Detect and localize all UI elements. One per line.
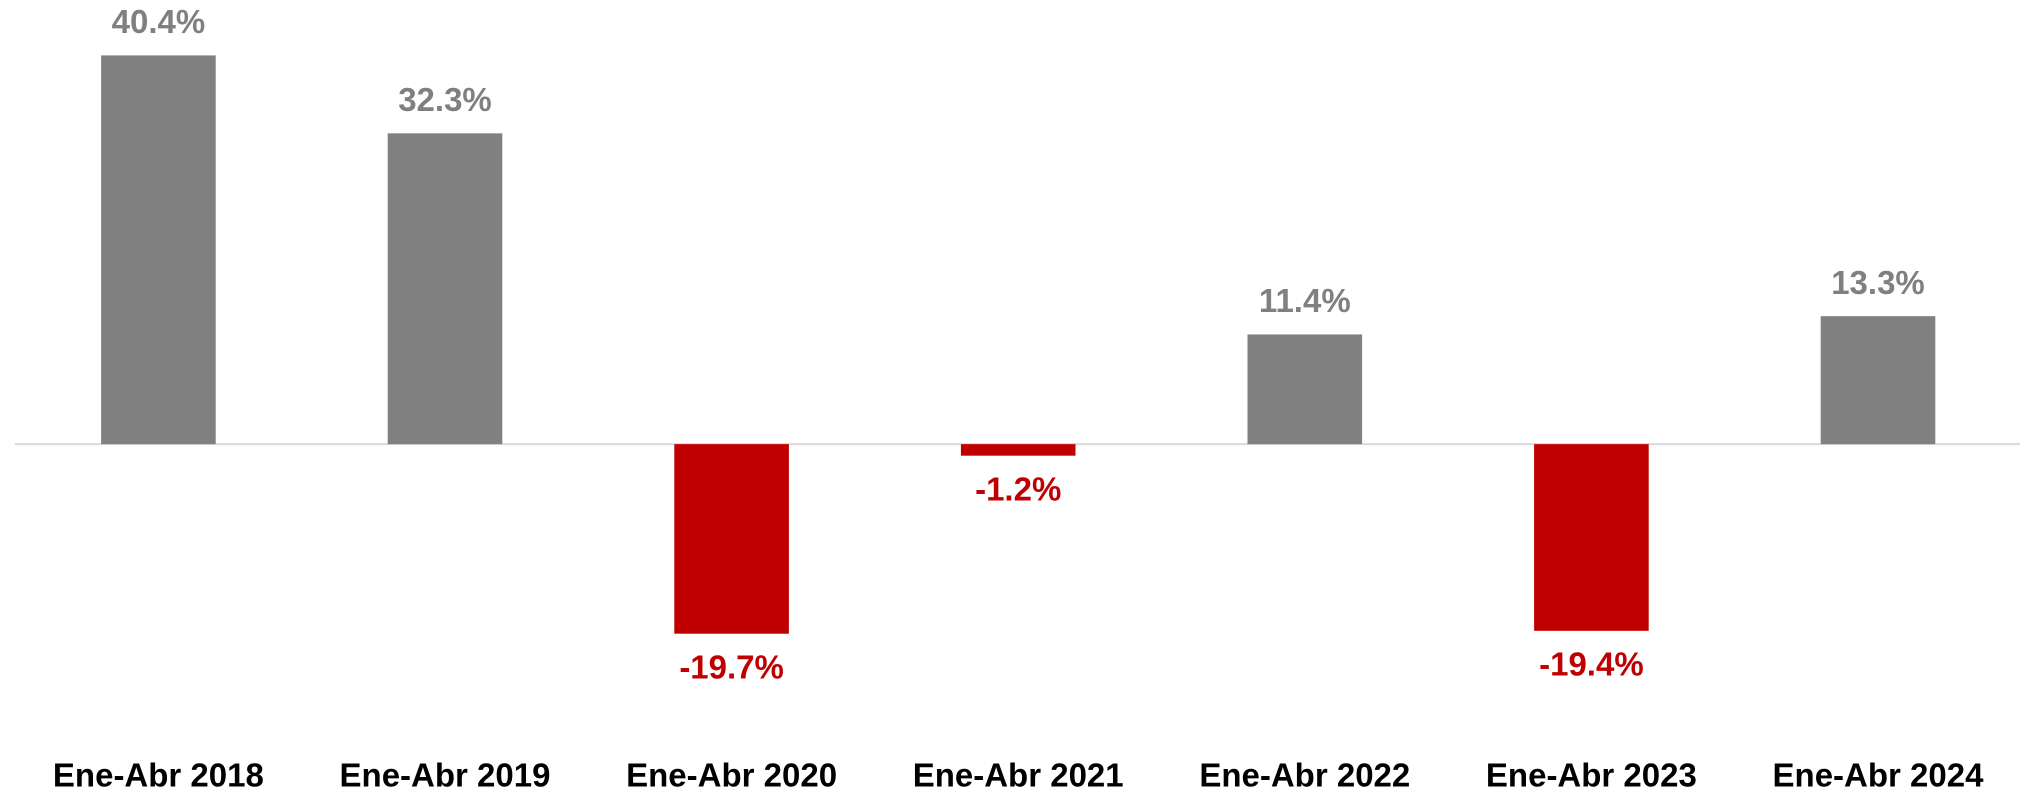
x-tick-label: Ene-Abr 2021 — [913, 757, 1124, 794]
x-tick-label: Ene-Abr 2023 — [1486, 757, 1697, 794]
x-tick-label: Ene-Abr 2019 — [340, 757, 551, 794]
x-tick-label: Ene-Abr 2024 — [1773, 757, 1985, 794]
bar — [674, 444, 789, 634]
bar — [1820, 316, 1936, 445]
value-label: 11.4% — [1259, 282, 1351, 319]
value-label: -19.7% — [679, 648, 784, 685]
value-label: 40.4% — [112, 3, 206, 40]
value-label: -1.2% — [975, 470, 1061, 507]
bar — [387, 133, 503, 445]
bar — [1534, 444, 1649, 631]
value-label: 32.3% — [398, 81, 492, 118]
x-tick-label: Ene-Abr 2020 — [626, 757, 837, 794]
x-tick-label: Ene-Abr 2018 — [53, 757, 264, 794]
bar — [1247, 334, 1363, 445]
bar — [960, 444, 1076, 456]
bar — [101, 55, 216, 445]
value-label: 13.3% — [1831, 264, 1925, 301]
value-label: -19.4% — [1539, 646, 1644, 683]
x-tick-label: Ene-Abr 2022 — [1199, 757, 1410, 794]
